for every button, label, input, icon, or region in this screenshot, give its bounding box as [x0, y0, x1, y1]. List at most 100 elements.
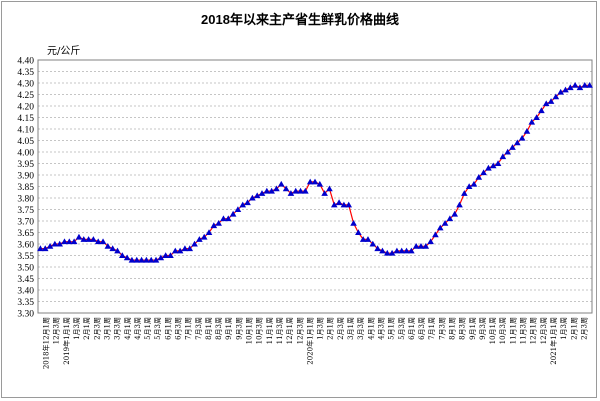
- x-tick-label: 3月1周: [347, 317, 355, 340]
- data-point: [436, 224, 444, 231]
- data-point: [403, 247, 410, 254]
- x-tick-label: 7月1周: [185, 317, 193, 340]
- data-point: [215, 220, 222, 226]
- data-point: [46, 243, 54, 249]
- gridlines: [38, 59, 592, 314]
- data-point: [128, 256, 136, 263]
- data-point: [465, 183, 473, 189]
- data-point: [244, 199, 251, 206]
- data-point: [167, 252, 174, 258]
- data-point: [581, 82, 589, 88]
- x-tick-label: 11月3周: [520, 317, 528, 344]
- data-point: [446, 215, 454, 222]
- data-point: [70, 238, 78, 245]
- x-tick-label: 2月1周: [83, 317, 91, 340]
- x-tick-label: 6月1周: [408, 317, 416, 340]
- y-tick-label: 3.45: [17, 275, 34, 285]
- x-tick-label: 10月1周: [489, 317, 497, 344]
- x-tick-label: 9月3周: [479, 317, 487, 340]
- data-point: [302, 187, 309, 194]
- x-tick-label: 11月1周: [509, 317, 517, 344]
- data-point: [326, 185, 333, 192]
- data-point: [186, 245, 194, 252]
- data-point: [123, 254, 131, 261]
- data-point: [538, 107, 545, 114]
- x-tick-label: 2021年1月1周: [549, 317, 558, 365]
- data-point: [494, 160, 502, 166]
- data-point: [427, 238, 434, 245]
- x-tick-label: 2月3周: [93, 317, 101, 340]
- y-tick-label: 4.25: [17, 91, 34, 101]
- data-point: [316, 180, 324, 187]
- data-point: [470, 180, 478, 187]
- data-point: [432, 231, 439, 238]
- data-point: [147, 256, 155, 263]
- data-point: [571, 82, 579, 88]
- y-tick-label: 3.85: [17, 183, 34, 193]
- data-point: [273, 185, 280, 192]
- data-point: [181, 245, 189, 252]
- data-point: [528, 118, 536, 125]
- x-tick-label: 2019年1月1周: [62, 317, 71, 365]
- y-tick-label: 4.35: [17, 68, 34, 78]
- x-tick-label: 3月3周: [114, 317, 122, 340]
- data-point: [200, 233, 208, 240]
- plot-area-border: [37, 59, 593, 314]
- data-point: [210, 222, 218, 229]
- data-point: [249, 194, 256, 201]
- y-tick-label: 4.10: [17, 125, 34, 135]
- data-point: [321, 190, 328, 196]
- y-tick-label: 3.90: [17, 171, 34, 181]
- y-tick-label: 3.80: [17, 194, 34, 204]
- x-tick-label: 9月1周: [225, 317, 233, 340]
- data-point: [489, 162, 497, 169]
- data-point: [408, 247, 415, 254]
- x-tick-label: 8月1周: [205, 317, 213, 340]
- data-point: [268, 187, 275, 194]
- data-point: [109, 245, 116, 252]
- y-tick-label: 3.75: [17, 206, 34, 216]
- data-point: [51, 240, 59, 247]
- x-tick-label: 9月3周: [235, 317, 243, 340]
- data-point: [287, 190, 295, 196]
- y-tick-label: 4.20: [17, 102, 34, 112]
- data-point: [417, 243, 425, 249]
- data-point: [99, 238, 107, 245]
- y-tick-label: 4.30: [17, 79, 34, 89]
- x-tick-label: 5月3周: [154, 317, 162, 340]
- series-line: [40, 84, 590, 261]
- y-tick-label: 3.50: [17, 263, 34, 273]
- data-point: [104, 243, 112, 249]
- data-point: [441, 220, 449, 226]
- data-point: [75, 233, 83, 240]
- x-tick-label: 10月3周: [256, 317, 264, 344]
- x-tick-label: 2018年12月1周: [42, 317, 51, 369]
- x-tick-label: 8月3周: [459, 317, 467, 340]
- data-point: [379, 247, 386, 254]
- data-point: [229, 210, 237, 217]
- data-point: [85, 236, 92, 242]
- data-point: [586, 82, 593, 88]
- x-tick-label: 2月1周: [570, 317, 578, 340]
- data-point: [552, 93, 560, 100]
- y-tick-label: 3.55: [17, 252, 34, 262]
- price-series: [37, 82, 593, 263]
- x-tick-label: 8月1周: [449, 317, 457, 340]
- x-tick-label: 4月3周: [377, 317, 385, 340]
- data-point: [157, 254, 165, 261]
- y-axis-ticks: 3.303.35 3.403.45 3.503.55 3.603.65 3.703.75…: [17, 56, 34, 319]
- data-point: [412, 243, 420, 249]
- x-tick-label: 7月1周: [428, 317, 436, 340]
- x-tick-label: 12月3周: [540, 317, 548, 344]
- data-point: [224, 215, 232, 222]
- data-point: [359, 236, 367, 242]
- data-point: [234, 206, 242, 212]
- data-point: [562, 86, 569, 93]
- y-axis-unit-label: 元/公斤: [47, 46, 81, 57]
- x-tick-label: 3月1周: [103, 317, 111, 340]
- data-point: [297, 187, 304, 194]
- data-point: [66, 238, 73, 245]
- data-point: [374, 245, 381, 252]
- data-point: [292, 187, 300, 194]
